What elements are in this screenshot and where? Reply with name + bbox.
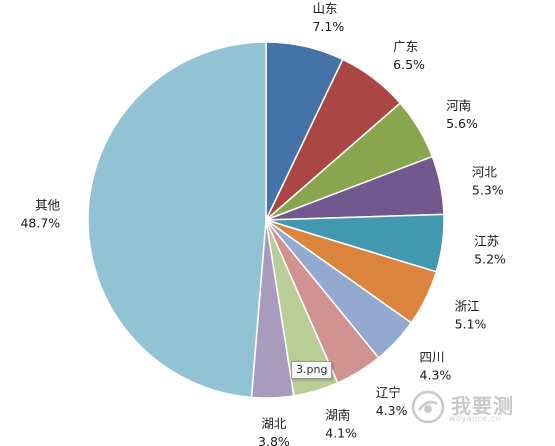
slice-value-0: 7.1% xyxy=(312,19,344,34)
slice-value-5: 5.1% xyxy=(455,316,487,331)
slice-value-3: 5.3% xyxy=(472,183,504,198)
slice-label-10: 其他 xyxy=(35,198,61,213)
slice-value-8: 4.1% xyxy=(325,425,357,440)
slice-label-8: 湖南 xyxy=(325,407,350,422)
watermark-logo-icon xyxy=(411,390,445,424)
image-tooltip: 3.png xyxy=(291,361,333,379)
slice-value-6: 4.3% xyxy=(420,367,452,382)
watermark-text: 我要测 xyxy=(451,394,514,418)
watermark: 我要测 woyaoce.cn xyxy=(411,388,541,428)
slice-value-10: 48.7% xyxy=(20,216,60,231)
slice-value-1: 6.5% xyxy=(393,57,425,72)
slice-label-7: 辽宁 xyxy=(376,385,401,400)
slice-label-1: 广东 xyxy=(393,39,418,54)
slice-value-9: 3.8% xyxy=(258,434,290,446)
watermark-url: woyaoce.cn xyxy=(449,414,502,423)
slice-label-3: 河北 xyxy=(472,165,498,180)
slice-value-7: 4.3% xyxy=(376,403,408,418)
slice-label-4: 江苏 xyxy=(474,234,499,249)
slice-label-6: 四川 xyxy=(420,349,445,364)
slice-label-0: 山东 xyxy=(312,1,337,16)
slice-label-9: 湖北 xyxy=(261,416,287,431)
slice-value-4: 5.2% xyxy=(474,252,506,267)
pie-slice-10 xyxy=(87,41,267,399)
slice-label-5: 浙江 xyxy=(455,298,480,313)
slice-label-2: 河南 xyxy=(446,98,471,113)
slice-value-2: 5.6% xyxy=(446,116,478,131)
